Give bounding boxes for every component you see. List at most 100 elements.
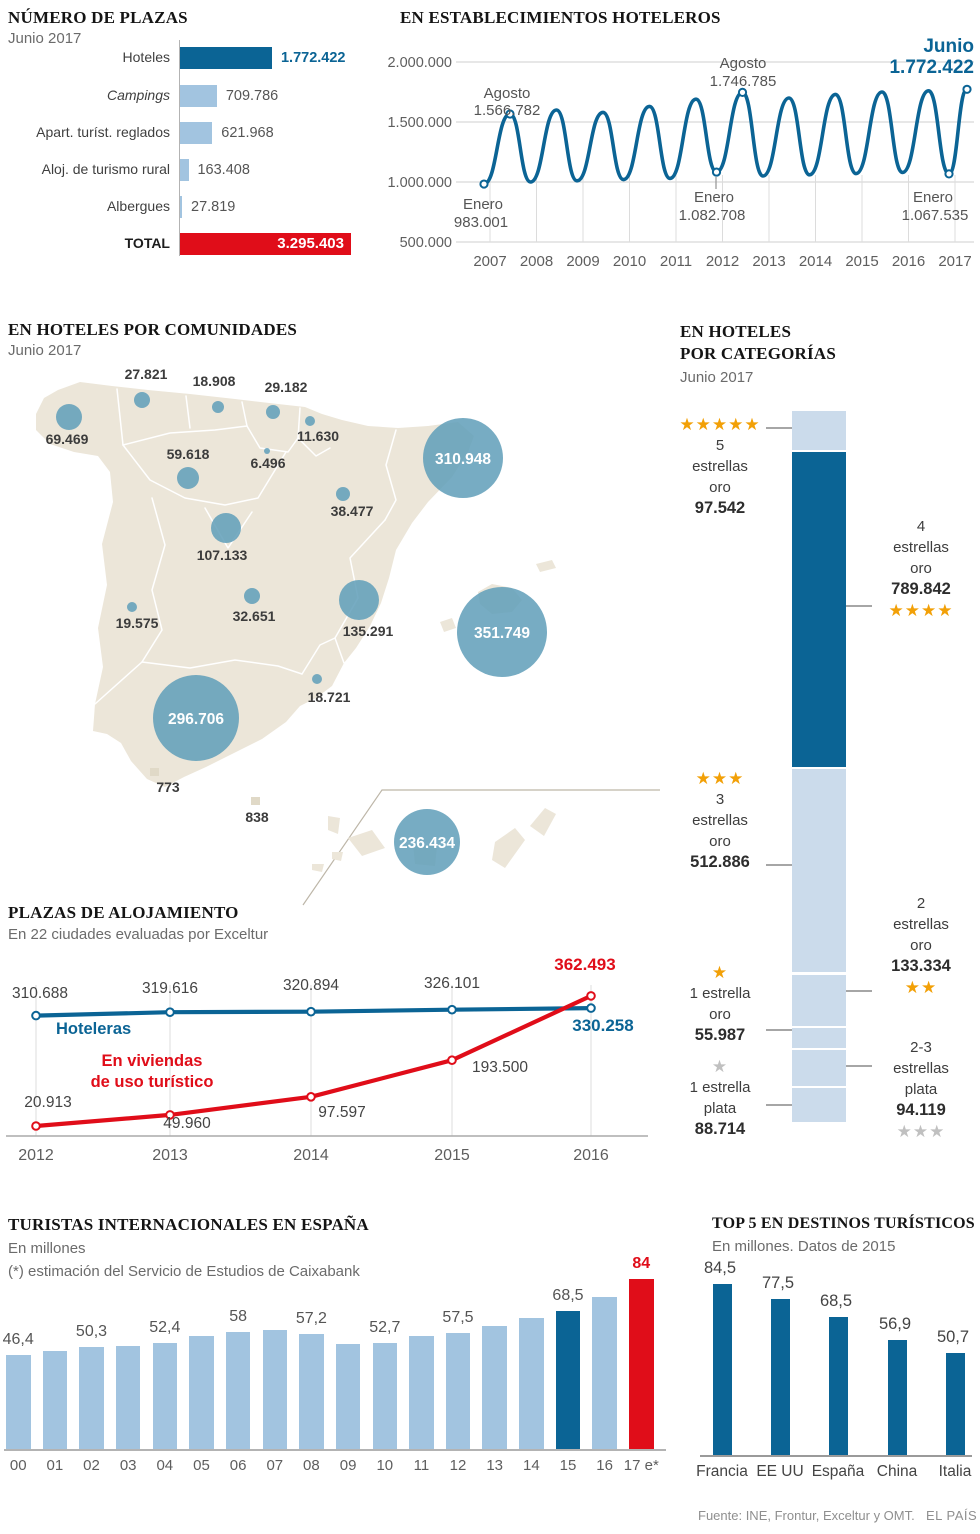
x-tick-label: 2009: [566, 253, 599, 270]
bubble-label: 135.291: [343, 623, 394, 639]
blue-point-label: 326.101: [424, 975, 480, 992]
bar-value-label: 57,2: [295, 1309, 327, 1327]
bar-value-label: 52,7: [369, 1318, 401, 1336]
bubble-label: 19.575: [116, 615, 159, 631]
bar-españa: [828, 1316, 848, 1455]
category-label-block: 2 estrellas oro 133.334 ★★: [856, 893, 980, 998]
bubble-label: 69.469: [46, 431, 89, 447]
x-tick-label: 08: [303, 1457, 320, 1474]
bar-12: [445, 1332, 471, 1449]
bar-value-label: 52,4: [149, 1319, 181, 1337]
bubble-asturias: [134, 392, 150, 408]
category-value: 94.119: [896, 1101, 946, 1119]
bar-01: [42, 1350, 68, 1449]
bar-14: [519, 1317, 544, 1449]
turistas-subtitle: En millones: [8, 1240, 86, 1257]
bar-16: [592, 1296, 617, 1449]
bar-ee-uu: [770, 1298, 790, 1456]
bar-francia: [712, 1284, 732, 1455]
category-label-block: ★★★ 3 estrellas oro 512.886: [640, 768, 800, 873]
star-icons: ★★★★: [888, 601, 954, 620]
category-label-block: ★ 1 estrella plata 88.714: [640, 1056, 800, 1140]
annotation-agosto-2007-label: Agosto: [483, 85, 531, 102]
bubble-cantabria: [212, 401, 224, 413]
region-border: [185, 395, 191, 429]
data-point: [447, 1055, 457, 1065]
x-tick-label: 2012: [706, 253, 739, 270]
x-tick-label: 2017: [938, 253, 971, 270]
x-tick-label: 13: [486, 1457, 504, 1474]
bubble-galicia: [56, 404, 82, 430]
red-point-label: 193.500: [472, 1059, 528, 1076]
value-axis: [179, 40, 180, 256]
x-tick-label: 2016: [573, 1147, 609, 1164]
source-credit: Fuente: INE, Frontur, Exceltur y OMT.: [698, 1508, 915, 1523]
bar-00: [6, 1355, 31, 1449]
x-tick-label: 11: [413, 1457, 430, 1474]
x-tick-label: 2007: [473, 253, 506, 270]
region-border: [334, 519, 386, 639]
bubble-madrid: [211, 513, 241, 543]
annotation-agosto-2012-label: Agosto: [719, 55, 767, 72]
bar: [180, 85, 217, 107]
category-value: 55.987: [694, 1026, 746, 1044]
bar-value-label: 3.295.403: [277, 235, 344, 252]
bar-07: [262, 1330, 288, 1449]
label-connector: [766, 427, 792, 429]
bubble-canarias: [394, 809, 460, 875]
x-tick-label: 2016: [892, 253, 925, 270]
bubble-label: 38.477: [331, 503, 374, 519]
bubble-la-rioja: [264, 448, 270, 454]
bubble-comunidad-valenciana: [339, 580, 379, 620]
map-svg: 69.469 27.821 18.908 29.182 11.630 6.496 59.61…: [36, 366, 660, 906]
red-point-label: 362.493: [554, 955, 615, 974]
bar-04: [152, 1343, 178, 1449]
bar: [180, 122, 213, 144]
bar-value-label: 46,4: [2, 1331, 34, 1349]
star-icons: ★: [711, 1057, 729, 1076]
x-tick-label: 2015: [845, 253, 878, 270]
canary-island: [312, 864, 324, 872]
bar-value-label: 50,3: [75, 1323, 108, 1341]
region-border: [94, 659, 303, 705]
top5-title: TOP 5 EN DESTINOS TURÍSTICOS: [712, 1215, 975, 1232]
turistas-note: (*) estimación del Servicio de Estudios …: [8, 1263, 360, 1280]
region-border: [297, 437, 331, 457]
data-point: [962, 84, 972, 94]
bubble-label: 351.749: [474, 625, 530, 642]
alojamiento-line-chart: 2012 2013 2014 2015 2016 310.688 319.616 320.89…: [0, 940, 660, 1175]
x-tick-label: 06: [229, 1457, 247, 1474]
x-tick-label: 16: [596, 1457, 613, 1474]
data-point: [505, 109, 515, 119]
bubble-label: 18.908: [193, 373, 236, 389]
star-icons: ★★★★★: [679, 415, 761, 434]
x-axis: [700, 1455, 972, 1457]
category-text: 4: [916, 518, 926, 535]
segment-4-gold: [792, 450, 846, 767]
categorias-title-line1: EN HOTELES: [680, 322, 792, 341]
bar-03: [115, 1346, 141, 1449]
bubble-catalu-a: [423, 418, 503, 498]
annotation-agosto-2012-value: 1.746.785: [709, 73, 777, 90]
annotation-enero-2017-value: 1.067.535: [901, 207, 969, 224]
x-tick-label: 2011: [660, 253, 692, 270]
annotation-enero-2012-value: 1.082.708: [678, 207, 746, 224]
x-tick-label: 01: [46, 1457, 64, 1474]
region-border: [141, 497, 166, 663]
star-icons: ★: [711, 963, 729, 982]
bubble-label: 29.182: [265, 379, 308, 395]
bubble-label: 11.630: [297, 428, 339, 444]
bubble-label: 236.434: [399, 835, 455, 852]
category-text: oro: [709, 479, 731, 496]
label-connector: [846, 990, 872, 992]
bubble-pa-s-vasco: [266, 405, 280, 419]
y-tick-label: 2.000.000: [387, 55, 452, 71]
canary-inset-border: [302, 789, 660, 906]
bubble-label: 310.948: [435, 451, 491, 468]
red-point-label: 49.960: [163, 1115, 211, 1132]
x-tick-label: 09: [339, 1457, 357, 1474]
category-text: 2: [916, 895, 926, 912]
star-icons: ★★: [904, 978, 938, 997]
label-connector: [766, 1029, 792, 1031]
bar-value-label: 50,7: [936, 1327, 970, 1346]
